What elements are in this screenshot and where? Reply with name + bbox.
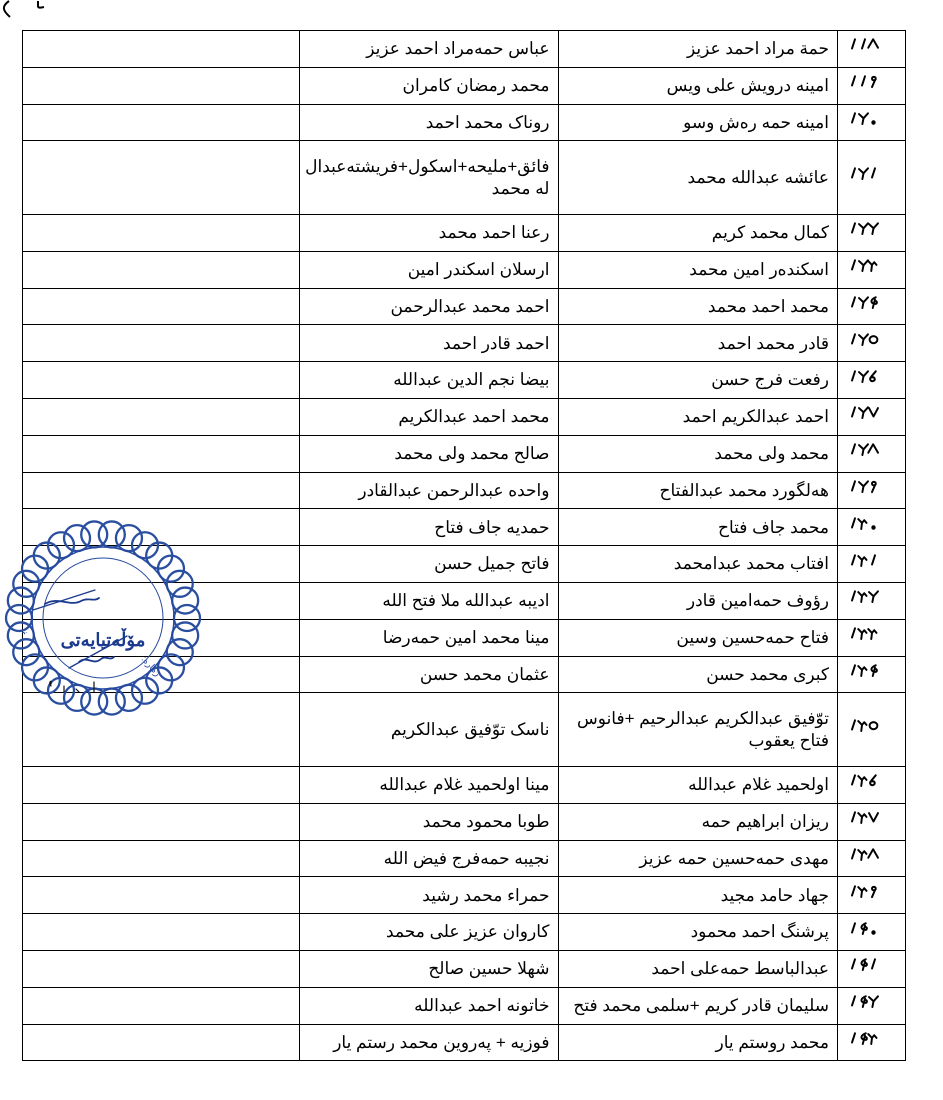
svg-text:مۆڵه‌تیایه‌تی: مۆڵه‌تیایه‌تی [61,627,146,651]
